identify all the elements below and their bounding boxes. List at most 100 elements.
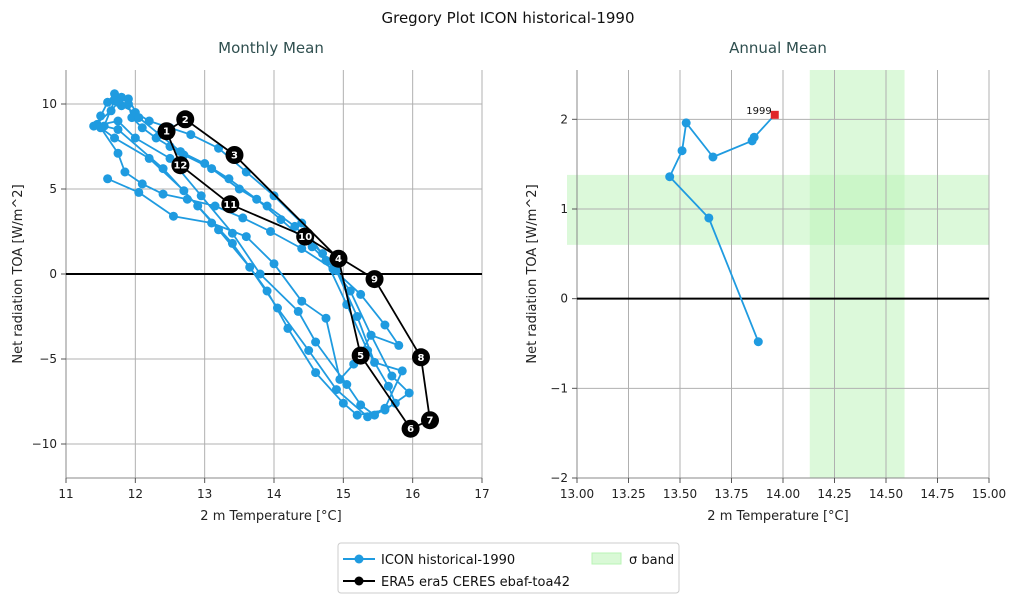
legend-sigma-patch [591, 552, 622, 565]
y-tick-label: 0 [560, 292, 568, 306]
sigma-band-vertical [809, 70, 905, 478]
icon-monthly-point [120, 167, 130, 177]
x-tick-label: 14 [266, 487, 281, 501]
icon-annual-point [753, 337, 763, 347]
icon-annual-point [708, 152, 718, 162]
icon-monthly-point [196, 191, 206, 201]
y-tick-label: −1 [550, 381, 568, 395]
icon-monthly-point [182, 194, 192, 204]
icon-monthly-point [331, 385, 341, 395]
icon-monthly-point [137, 179, 147, 189]
icon-monthly-point [356, 400, 366, 410]
icon-monthly-point [307, 242, 317, 252]
y-tick-label: 0 [49, 267, 57, 281]
x-tick-label: 15 [336, 487, 351, 501]
era5-month-label: 4 [335, 254, 342, 265]
icon-monthly-point [113, 116, 123, 126]
era5-month-label: 5 [357, 351, 364, 362]
year-annotation: 1999 [746, 106, 771, 117]
era5-month-label: 12 [173, 161, 187, 172]
icon-monthly-line [92, 92, 411, 418]
icon-monthly-point [345, 286, 355, 296]
icon-monthly-point [297, 296, 307, 306]
icon-monthly-point [165, 153, 175, 163]
era5-point [157, 122, 176, 141]
era5-month-label: 3 [231, 151, 238, 162]
x-tick-label: 16 [405, 487, 420, 501]
annual-mean-title: Annual Mean [729, 39, 827, 57]
annual-series: 1999 [665, 106, 779, 347]
y-tick-label: 10 [42, 97, 57, 111]
icon-monthly-point [238, 213, 248, 223]
era5-month-label: 7 [427, 416, 434, 427]
icon-monthly-point [175, 147, 185, 157]
era5-month-label: 1 [163, 127, 170, 138]
icon-monthly-point [338, 398, 348, 408]
icon-monthly-point [144, 116, 154, 126]
icon-monthly-point [363, 412, 373, 422]
icon-monthly-point [252, 194, 262, 204]
era5-point [176, 110, 195, 129]
legend-icon-dot [354, 554, 364, 564]
icon-monthly-point [96, 123, 106, 133]
monthly-y-label: Net radiation TOA [W/m^2] [11, 184, 26, 363]
icon-monthly-point [290, 221, 300, 231]
annual-grid [576, 70, 990, 479]
icon-monthly-point [89, 121, 99, 131]
last-year-marker [770, 110, 779, 119]
icon-monthly-point [272, 303, 282, 313]
icon-annual-point [681, 118, 691, 128]
annual-mean-panel: Annual Mean 13.00 13.25 13.50 13.75 14.00 14.… [525, 39, 1006, 524]
icon-monthly-point [397, 366, 407, 376]
icon-annual-point [704, 213, 714, 223]
icon-monthly-point [241, 232, 251, 242]
legend-label-era5: ERA5 era5 CERES ebaf-toa42 [381, 575, 570, 590]
icon-annual-point [749, 132, 759, 142]
icon-monthly-point [110, 133, 120, 143]
icon-monthly-point [387, 371, 397, 381]
icon-monthly-point [321, 313, 331, 323]
icon-monthly-point [224, 174, 234, 184]
icon-monthly-point [342, 380, 352, 389]
icon-monthly-point [366, 330, 376, 340]
era5-month-label: 8 [418, 353, 425, 364]
era5-point [351, 346, 370, 365]
x-tick-label: 13.00 [560, 487, 594, 501]
icon-monthly-point [144, 153, 154, 163]
legend-era5-dot [354, 576, 364, 586]
icon-monthly-point [134, 187, 144, 197]
icon-monthly-point [113, 97, 123, 107]
icon-monthly-point [134, 113, 144, 123]
icon-monthly-point [137, 123, 147, 133]
icon-monthly-point [130, 133, 140, 143]
icon-monthly-point [193, 201, 203, 211]
icon-monthly-point [158, 164, 168, 174]
icon-monthly-point [245, 262, 255, 272]
x-tick-label: 14.75 [920, 487, 954, 501]
era5-point [296, 227, 315, 246]
figure-title: Gregory Plot ICON historical-1990 [381, 9, 634, 27]
icon-monthly-point [186, 130, 196, 140]
x-tick-label: 14.25 [817, 487, 851, 501]
icon-monthly-point [356, 289, 366, 299]
icon-monthly-point [266, 227, 276, 236]
icon-monthly-point [214, 225, 224, 235]
icon-monthly-point [113, 125, 123, 134]
x-tick-label: 13.50 [663, 487, 697, 501]
era5-point [421, 411, 439, 430]
y-tick-label: −10 [32, 437, 57, 451]
icon-monthly-point [276, 215, 286, 225]
icon-monthly-point [304, 346, 314, 355]
y-tick-label: 1 [560, 202, 568, 216]
icon-monthly-point [96, 111, 106, 121]
legend-label-icon: ICON historical-1990 [381, 553, 515, 568]
era5-point [411, 348, 430, 367]
icon-monthly-point [352, 410, 362, 420]
icon-monthly-point [207, 164, 217, 174]
era5-point [171, 156, 190, 175]
icon-monthly-point [269, 191, 279, 201]
icon-monthly-point [103, 97, 113, 107]
icon-monthly-point [370, 410, 380, 420]
